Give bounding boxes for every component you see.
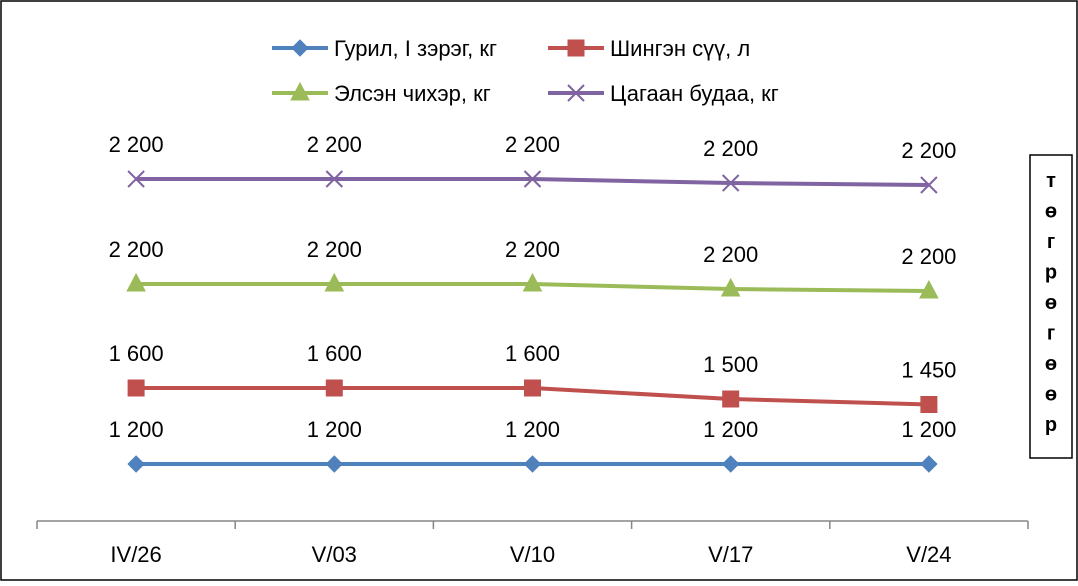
data-label: 2 200 [109,132,164,157]
data-point [522,272,543,292]
series-3 [126,272,939,299]
data-label: 1 200 [703,417,758,442]
x-tick-label: IV/26 [110,542,161,567]
unit-label-char: р [1045,262,1057,284]
data-label: 2 200 [703,242,758,267]
data-point [325,170,344,188]
data-point [920,176,938,194]
legend-label: Гурил, I зэрэг, кг [334,36,497,61]
data-point [720,277,741,297]
data-point-stroke [567,84,585,102]
unit-label-char: ө [1045,353,1057,375]
data-label: 2 200 [307,132,362,157]
x-tick-label: V/24 [906,542,951,567]
data-point [721,455,740,473]
data-label: 1 500 [703,352,758,377]
data-point [325,379,343,397]
data-point [920,455,938,473]
data-label: 2 200 [307,237,362,262]
x-tick-label: V/03 [312,542,357,567]
series-4 [127,170,938,194]
data-point [325,455,344,473]
legend-label: Цагаан будаа, кг [610,81,779,106]
data-label: 1 200 [505,417,560,442]
data-labels: 1 200 1 200 1 200 1 200 1 200 1 600 1 600 1 600… [109,132,957,442]
data-point [567,84,585,102]
data-label: 2 200 [703,136,758,161]
data-point-stroke [920,176,938,194]
data-label: 2 200 [901,244,956,269]
data-point-stroke [721,174,740,192]
data-point [127,455,145,473]
data-point [919,279,939,299]
data-point [920,396,938,413]
data-label: 1 200 [307,417,362,442]
unit-label-char: г [1047,323,1055,345]
data-point [291,39,309,57]
data-label: 2 200 [901,138,956,163]
data-point-stroke [523,170,542,188]
x-tick-label: V/10 [510,542,555,567]
legend: Гурил, I зэрэг, кг Шингэн сүү, л Элсэн чих… [272,36,779,106]
unit-label-char: р [1045,414,1057,436]
unit-label-char: г [1047,231,1055,253]
legend-item-2: Шингэн сүү, л [548,36,750,61]
data-label: 1 600 [307,341,362,366]
x-tick-label: V/17 [708,542,753,567]
data-point [324,272,345,292]
data-point [523,455,542,473]
data-label: 2 200 [505,237,560,262]
data-label: 2 200 [505,132,560,157]
data-label: 1 450 [901,358,956,383]
unit-label-char: ө [1045,292,1057,314]
data-label: 1 600 [505,341,560,366]
unit-label-char: ө [1045,384,1057,406]
unit-label-char: т [1046,170,1056,192]
data-point [567,39,585,57]
data-label: 2 200 [109,237,164,262]
data-point [290,81,310,101]
series-layer [126,170,939,473]
series-1 [127,455,938,473]
data-point [127,170,145,188]
data-label: 1 200 [109,417,164,442]
data-point [523,170,542,188]
legend-item-3: Элсэн чихэр, кг [272,81,491,106]
x-axis: IV/26 V/03 V/10 V/17 V/24 [36,520,1029,567]
data-point [127,379,145,397]
legend-label: Элсэн чихэр, кг [334,81,491,106]
data-label: 1 600 [109,341,164,366]
data-point [721,174,740,192]
data-point [524,379,541,397]
unit-label-char: ө [1045,201,1057,223]
legend-item-1: Гурил, I зэрэг, кг [272,36,497,61]
data-label: 1 200 [901,417,956,442]
legend-label: Шингэн сүү, л [610,36,750,61]
legend-item-4: Цагаан будаа, кг [548,81,779,106]
data-point-stroke [325,170,344,188]
data-point [126,272,146,292]
unit-label-frame [1029,154,1073,459]
data-point [722,390,740,408]
data-point-stroke [127,170,145,188]
series-2 [127,379,938,413]
